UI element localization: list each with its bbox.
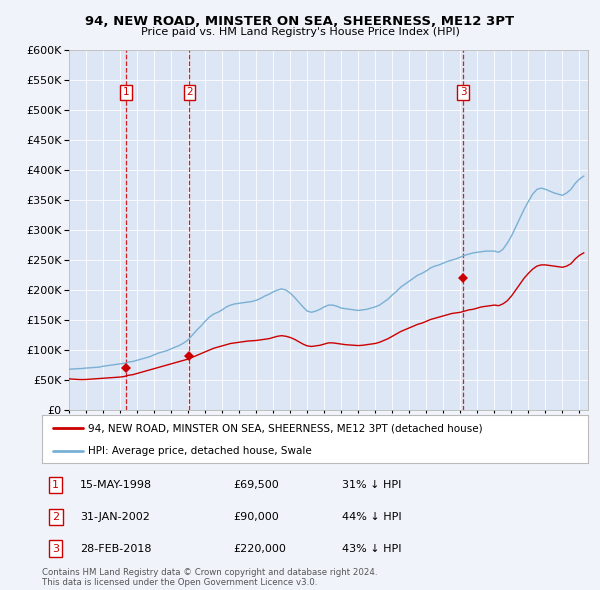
Text: 3: 3 — [52, 543, 59, 553]
Text: HPI: Average price, detached house, Swale: HPI: Average price, detached house, Swal… — [88, 446, 312, 456]
Text: 94, NEW ROAD, MINSTER ON SEA, SHEERNESS, ME12 3PT: 94, NEW ROAD, MINSTER ON SEA, SHEERNESS,… — [85, 15, 515, 28]
Text: 1: 1 — [123, 87, 130, 97]
Text: 43% ↓ HPI: 43% ↓ HPI — [342, 543, 402, 553]
Text: 31-JAN-2002: 31-JAN-2002 — [80, 512, 150, 522]
Text: Price paid vs. HM Land Registry's House Price Index (HPI): Price paid vs. HM Land Registry's House … — [140, 27, 460, 37]
Text: 94, NEW ROAD, MINSTER ON SEA, SHEERNESS, ME12 3PT (detached house): 94, NEW ROAD, MINSTER ON SEA, SHEERNESS,… — [88, 423, 483, 433]
Text: 3: 3 — [460, 87, 467, 97]
Text: 44% ↓ HPI: 44% ↓ HPI — [342, 512, 402, 522]
Text: Contains HM Land Registry data © Crown copyright and database right 2024.
This d: Contains HM Land Registry data © Crown c… — [42, 568, 377, 587]
Text: 2: 2 — [52, 512, 59, 522]
Text: 31% ↓ HPI: 31% ↓ HPI — [342, 480, 401, 490]
Text: 28-FEB-2018: 28-FEB-2018 — [80, 543, 152, 553]
Text: 2: 2 — [186, 87, 193, 97]
Text: £69,500: £69,500 — [233, 480, 279, 490]
Text: £90,000: £90,000 — [233, 512, 279, 522]
Text: 15-MAY-1998: 15-MAY-1998 — [80, 480, 152, 490]
Text: £220,000: £220,000 — [233, 543, 286, 553]
Text: 1: 1 — [52, 480, 59, 490]
